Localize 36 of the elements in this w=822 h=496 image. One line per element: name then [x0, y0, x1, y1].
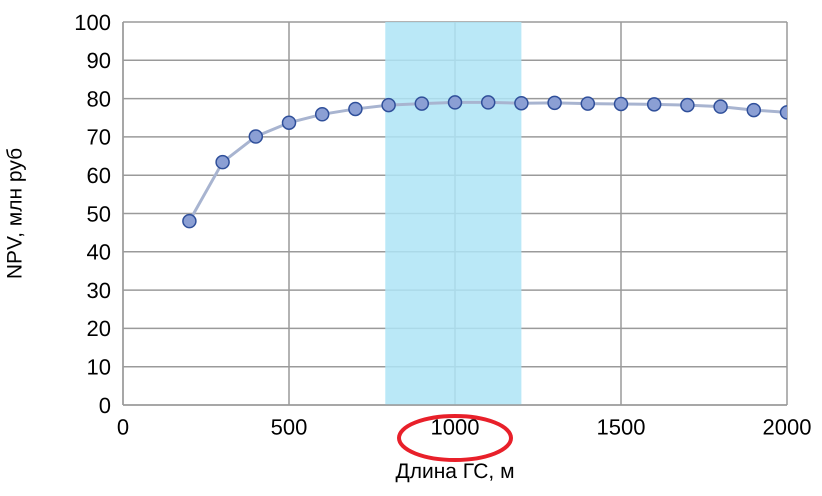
point: [746, 102, 762, 118]
y-tick-label: 10: [86, 354, 111, 380]
y-tick-label: 20: [86, 316, 111, 342]
x-tick-label: 1500: [596, 414, 646, 440]
point: [215, 154, 230, 170]
x-tick-label: 0: [116, 414, 130, 440]
point: [448, 95, 462, 110]
y-tick-label: 70: [86, 124, 111, 150]
point: [314, 107, 330, 122]
point: [614, 96, 628, 112]
point: [248, 129, 264, 144]
point: [646, 97, 662, 112]
point: [480, 95, 496, 110]
y-axis-title: NPV, млн руб: [3, 148, 26, 280]
point: [514, 96, 529, 110]
x-tick-label: 500: [270, 414, 308, 440]
y-tick-label: 90: [86, 48, 111, 74]
y-tick-label: 40: [86, 240, 111, 265]
y-tick-label: 0: [98, 392, 111, 418]
x-tick-label: 1000: [430, 414, 480, 440]
point: [580, 96, 596, 111]
y-tick-label: 60: [86, 163, 111, 188]
point: [680, 98, 695, 112]
point: [182, 214, 197, 228]
y-tick-label: 100: [74, 10, 111, 35]
y-tick-label: 80: [86, 86, 111, 112]
x-tick-label: 2000: [762, 414, 812, 440]
point: [414, 96, 430, 111]
point: [282, 115, 296, 130]
y-tick-label: 30: [86, 278, 111, 303]
point: [381, 98, 396, 112]
point: [348, 102, 363, 116]
point: [547, 96, 562, 110]
x-axis-title: Длина ГС, м: [395, 460, 515, 483]
point: [713, 99, 728, 114]
y-tick-label: 50: [86, 201, 111, 226]
